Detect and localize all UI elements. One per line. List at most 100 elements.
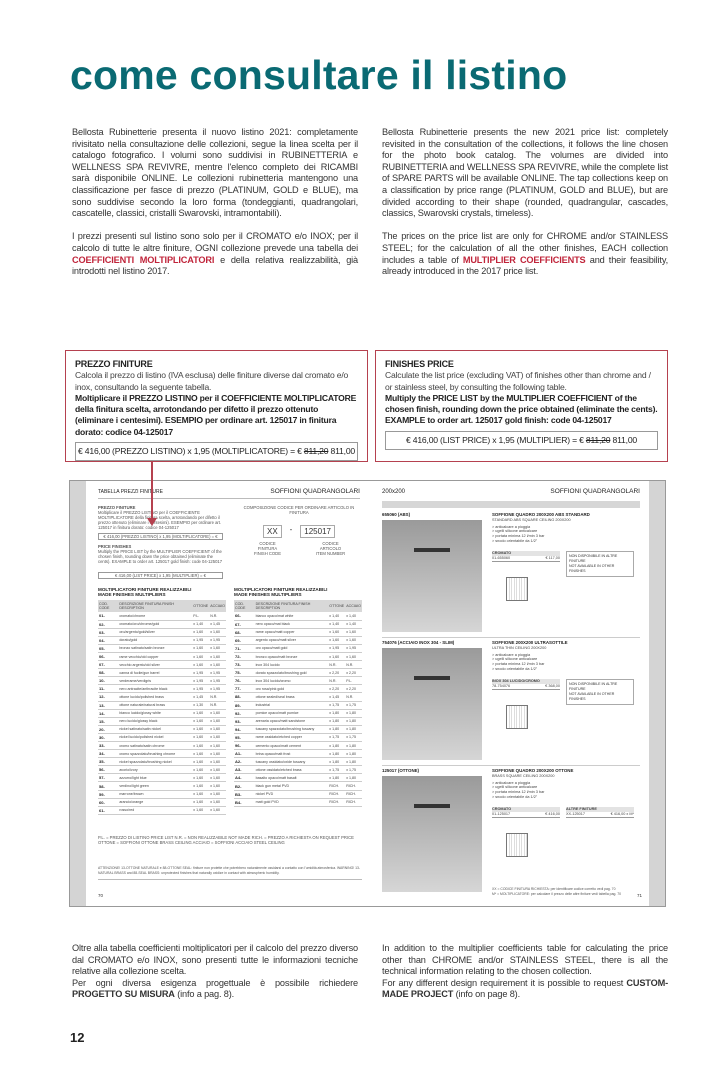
- formula-result: 811,00: [612, 434, 638, 445]
- pointer-line: [151, 462, 153, 522]
- page-edge: [70, 481, 86, 906]
- dash: -: [289, 525, 293, 534]
- brass-multiplier: x 1,80: [328, 717, 346, 726]
- brass-multiplier: x 1,75: [328, 701, 346, 710]
- intro-it-paragraph-1: Bellosta Rubinetterie presenta il nuovo …: [72, 127, 358, 219]
- table-row: 92- pomice opaco/matt pumice x 1,80 x 1,80: [234, 709, 362, 718]
- code: 88-: [234, 692, 255, 702]
- steel-multiplier: x 2,20: [345, 668, 362, 678]
- description: nero antracite/anthracite black: [118, 684, 193, 694]
- text: e della relativa realizzabilità, già int…: [72, 254, 359, 277]
- struck-value: 811,20: [585, 434, 611, 445]
- description: rame ossidato/etched copper: [254, 733, 329, 743]
- page-number: 12: [70, 1030, 85, 1045]
- table-row: 13- ottone naturale/natural brass x 1,30 N.…: [98, 701, 226, 710]
- item-number: 125017: [300, 525, 335, 538]
- steel-multiplier: x 1,80: [345, 741, 362, 751]
- product-info: SOFFIONE QUADRO 200X200 ABS STANDARD STA…: [492, 512, 632, 544]
- table-row: 11- nero antracite/anthracite black x 1,95…: [98, 684, 226, 694]
- price-block: INOX 304 LUCIDO/CROMO 78-754076 € 368,00: [492, 679, 560, 690]
- brass-multiplier: x 1,80: [328, 749, 346, 759]
- header-band: [382, 501, 640, 508]
- code: 69-: [234, 636, 255, 645]
- code: 71-: [234, 644, 255, 653]
- code: 77-: [234, 684, 255, 694]
- description: marrone/brown: [118, 790, 193, 799]
- product-features: > anticalcare a pioggia > ugelli silicon…: [492, 524, 545, 543]
- description: tuscany spazzolato/brushing tuscany: [254, 725, 329, 734]
- text: Per ogni diversa esigenza progettuale è …: [72, 977, 358, 988]
- table-row: 03- oro/argento/gold/silver x 1,60 x 1,60: [98, 628, 226, 637]
- description: nickel spazzolato/brushing nickel: [118, 757, 193, 767]
- code: B2-: [234, 781, 255, 791]
- steel-multiplier: x 1,95: [209, 676, 226, 686]
- brass-multiplier: x 1,80: [328, 773, 346, 783]
- box-text: Calculate the list price (excluding VAT)…: [385, 370, 651, 392]
- code: 34-: [98, 749, 119, 759]
- product-features: > anticalcare a pioggia > ugelli silicon…: [492, 780, 545, 799]
- item-number-label: CODICE ARTICOLO ITEM NUMBER: [315, 541, 346, 556]
- header-rule: TABELLA PREZZI FINITURE SOFFIONI QUADRAN…: [98, 488, 360, 499]
- description: arancio/orange: [118, 798, 193, 807]
- description: rame vecchio/old copper: [118, 652, 193, 662]
- table-row: 12- ottone lucido/polished brass x 1,45 N.R…: [98, 692, 226, 702]
- code: 03-: [98, 628, 119, 637]
- brass-multiplier: RICH.: [328, 781, 346, 791]
- description: bianco opaco/mat white: [254, 612, 329, 621]
- catalog-page-right: 200x200 SOFFIONI QUADRANGOLARI 655060 (A…: [382, 481, 650, 906]
- mini-text: Multiply the PRICE LIST by the MULTIPLIE…: [98, 549, 223, 564]
- formula-text: € 416,00 (LIST PRICE) x 1,95 (MULTIPLIER…: [406, 434, 584, 445]
- description: matt gold PVD: [254, 798, 329, 807]
- description: rosso/red: [118, 806, 193, 815]
- steel-multiplier: x 1,60: [209, 781, 226, 791]
- catalog-page-left: TABELLA PREZZI FINITURE SOFFIONI QUADRAN…: [98, 481, 366, 906]
- steel-multiplier: x 1,95: [209, 668, 226, 678]
- product-code: 754076 (ACCIAIO INOX 304 - SLIM): [382, 640, 455, 645]
- steel-multiplier: x 1,60: [209, 725, 226, 734]
- description: ottone ossidato/etched brass: [254, 765, 329, 775]
- product-name: SOFFIONE 200X200 ULTRASOTTILE: [492, 640, 568, 645]
- description: cemento opaco/matt cement: [254, 741, 329, 751]
- outro-en-paragraph-1: In addition to the multiplier coefficien…: [382, 943, 668, 977]
- brass-multiplier: x 1,75: [328, 733, 346, 743]
- catalog-spread-preview: TABELLA PREZZI FINITURE SOFFIONI QUADRAN…: [69, 480, 666, 907]
- code: 61-: [98, 806, 119, 815]
- brass-multiplier: x 1,60: [192, 798, 210, 807]
- code: 60-: [98, 798, 119, 807]
- code: 73-: [234, 660, 255, 670]
- multiplier-table: COD. CODE DESCRIZIONE FINITURA FINISH DES…: [234, 600, 362, 807]
- description: verdino/light green: [118, 781, 193, 791]
- section-title: SOFFIONI QUADRANGOLARI: [270, 488, 360, 495]
- price: € 368,00: [545, 683, 560, 688]
- code: 89-: [234, 701, 255, 710]
- brass-multiplier: x 1,60: [192, 660, 210, 670]
- footnotes: XX = CODICE FINITURA RICHIESTA: per iden…: [492, 887, 632, 897]
- description: avorio/ivory: [118, 765, 193, 775]
- table-row: 72- bronzo opaco/matt bronze x 1,60 x 1,60: [234, 652, 362, 662]
- box-instructions: Multiply the PRICE LIST by the MULTIPLIE…: [385, 392, 658, 426]
- description: cromo satinato/satin chrome: [118, 741, 193, 751]
- description: canna di fucile/gun barrel: [118, 668, 193, 678]
- other-price: € 416,00 x M*: [610, 811, 634, 816]
- code: 75-: [234, 668, 255, 678]
- code: 01-: [98, 612, 119, 621]
- code: 66-: [234, 612, 255, 621]
- table-row: 95- rame ossidato/etched copper x 1,75 x 1,…: [234, 733, 362, 743]
- legend: P.L. = PREZZO DI LISTINO PRICE LIST N.R.…: [98, 835, 362, 845]
- table-row: A3- ottone ossidato/etched brass x 1,75 x 1…: [234, 765, 362, 775]
- code: A2-: [234, 757, 255, 767]
- table-row: 33- cromo satinato/satin chrome x 1,60 x 1,…: [98, 741, 226, 751]
- table-row: 66- bianco opaco/mat white x 1,40 x 1,40: [234, 612, 362, 621]
- brass-multiplier: RICH.: [328, 798, 346, 807]
- shower-head-icon: [414, 676, 450, 680]
- description: tuscany ossidato/oxide tuscany: [254, 757, 329, 767]
- steel-multiplier: x 1,60: [345, 628, 362, 637]
- code: 11-: [98, 684, 119, 694]
- brass-multiplier: x 1,95: [192, 676, 210, 686]
- description: ottone lucido/polished brass: [118, 692, 193, 702]
- code: 33-: [98, 741, 119, 751]
- page-edge: [649, 481, 665, 906]
- header: 200x200 SOFFIONI QUADRANGOLARI: [382, 488, 640, 499]
- price-block: CROMATO 01-655060 € 117,00: [492, 551, 560, 562]
- table-row: A4- basalto opaco/matt basalt x 1,80 x 1,80: [234, 773, 362, 783]
